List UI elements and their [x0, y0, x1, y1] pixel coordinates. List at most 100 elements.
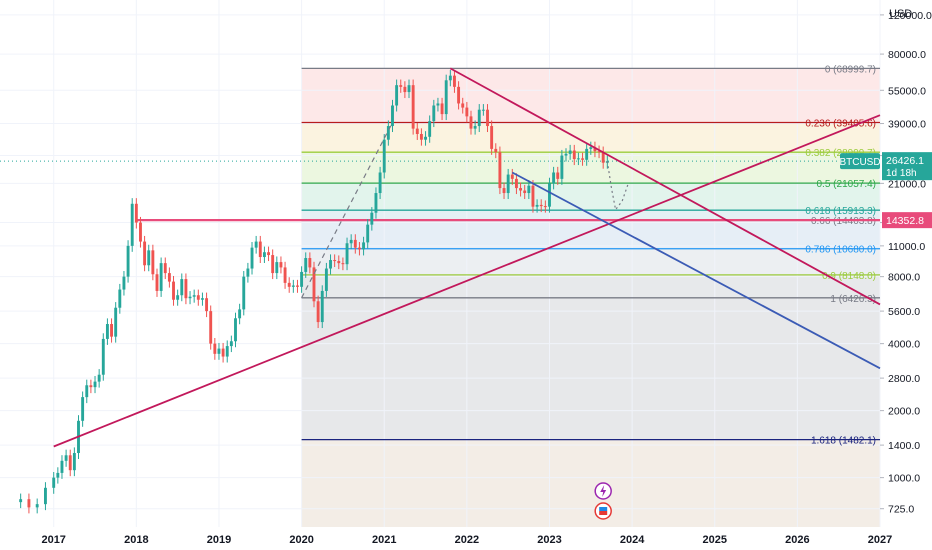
candle [378, 172, 382, 194]
candle [593, 147, 597, 152]
candle [535, 204, 539, 207]
candle [514, 178, 518, 189]
fib-level-label: 0.236 (39405.6) [805, 119, 876, 130]
price-badge-countdown: 1d 18h [886, 168, 917, 179]
candle [217, 348, 221, 354]
candle [465, 107, 469, 117]
candle [97, 374, 101, 382]
price-badges: BTCUSD 26426.11d 18h 14352.8 [839, 152, 932, 229]
x-axis: 2017 2018 2019 2020 2021 2022 2023 2024 2025 2026… [41, 534, 892, 546]
candle [296, 285, 299, 287]
candle [122, 276, 126, 290]
candle [362, 242, 366, 250]
candle [490, 126, 494, 149]
x-tick-label: 2021 [372, 534, 396, 546]
candle [399, 85, 403, 87]
fib-zone [301, 152, 880, 184]
candle [461, 103, 465, 108]
trendlines[interactable] [53, 67, 881, 448]
candle [477, 109, 481, 127]
candle [386, 126, 390, 140]
candle [419, 133, 423, 140]
candle [481, 109, 485, 111]
candle [262, 252, 266, 258]
candle [581, 158, 584, 160]
price-badge [882, 152, 932, 181]
y-tick-label: 725.0 [888, 504, 914, 516]
candle [81, 397, 85, 421]
candle [105, 324, 109, 339]
candle [180, 279, 184, 296]
candle [576, 158, 580, 160]
candle [267, 252, 270, 256]
candle [60, 460, 64, 473]
candle [254, 241, 258, 248]
candle [560, 155, 564, 179]
flag-glyph-bottom [599, 511, 608, 515]
dashed-path [301, 122, 394, 299]
fib-level-label: 0.9 (8148.0) [822, 271, 876, 282]
candle [167, 273, 171, 282]
candle [308, 258, 312, 268]
x-tick-label: 2027 [868, 534, 892, 546]
candle [52, 477, 56, 488]
candle [147, 250, 151, 266]
candle [527, 185, 531, 194]
candle [337, 261, 341, 264]
candle [155, 274, 159, 291]
candle [448, 75, 452, 81]
candle [357, 247, 361, 250]
candle [411, 85, 415, 129]
candle [543, 206, 547, 208]
candle [341, 263, 345, 265]
candle [188, 296, 192, 299]
candle [283, 267, 287, 283]
candle [444, 80, 448, 115]
chart-grid [0, 0, 881, 527]
y-tick-label: 55000.0 [888, 85, 926, 97]
candle [589, 147, 593, 149]
horizontal-line-group [0, 160, 880, 222]
x-tick-label: 2026 [785, 534, 809, 546]
candle [585, 148, 589, 160]
candle [457, 86, 461, 104]
candle [552, 172, 556, 184]
candle [382, 139, 386, 173]
candle [395, 85, 399, 106]
y-tick-label: 4000.0 [888, 339, 920, 351]
candle [473, 126, 477, 129]
trendline-rising [53, 114, 881, 448]
event-icons[interactable] [594, 482, 612, 520]
candle [246, 268, 250, 277]
candle [93, 381, 97, 388]
candle [531, 185, 535, 207]
candle [200, 298, 204, 300]
symbol-badge [840, 153, 880, 170]
candle [209, 311, 213, 344]
candle [242, 276, 246, 310]
candle [192, 295, 196, 297]
y-tick-label: 5600.0 [888, 306, 920, 318]
fib-level-label: 0.786 (10680.0) [805, 245, 876, 256]
hline-badge [882, 212, 932, 229]
candle [134, 203, 138, 223]
candle [196, 295, 200, 300]
candle [424, 136, 427, 140]
candle [35, 504, 39, 508]
candle [374, 193, 378, 213]
candle [279, 262, 283, 268]
x-tick-label: 2025 [702, 534, 726, 546]
candle [287, 282, 291, 287]
candle [523, 190, 527, 194]
fib-level-label: 0 (68999.7) [825, 64, 876, 75]
candle [238, 309, 242, 319]
candle [415, 128, 419, 134]
candle [151, 250, 155, 275]
currency-label[interactable]: USD [889, 8, 913, 20]
candle [72, 453, 76, 471]
candle [258, 241, 262, 258]
candle [225, 346, 229, 357]
candle [118, 289, 122, 308]
candle [453, 75, 456, 87]
